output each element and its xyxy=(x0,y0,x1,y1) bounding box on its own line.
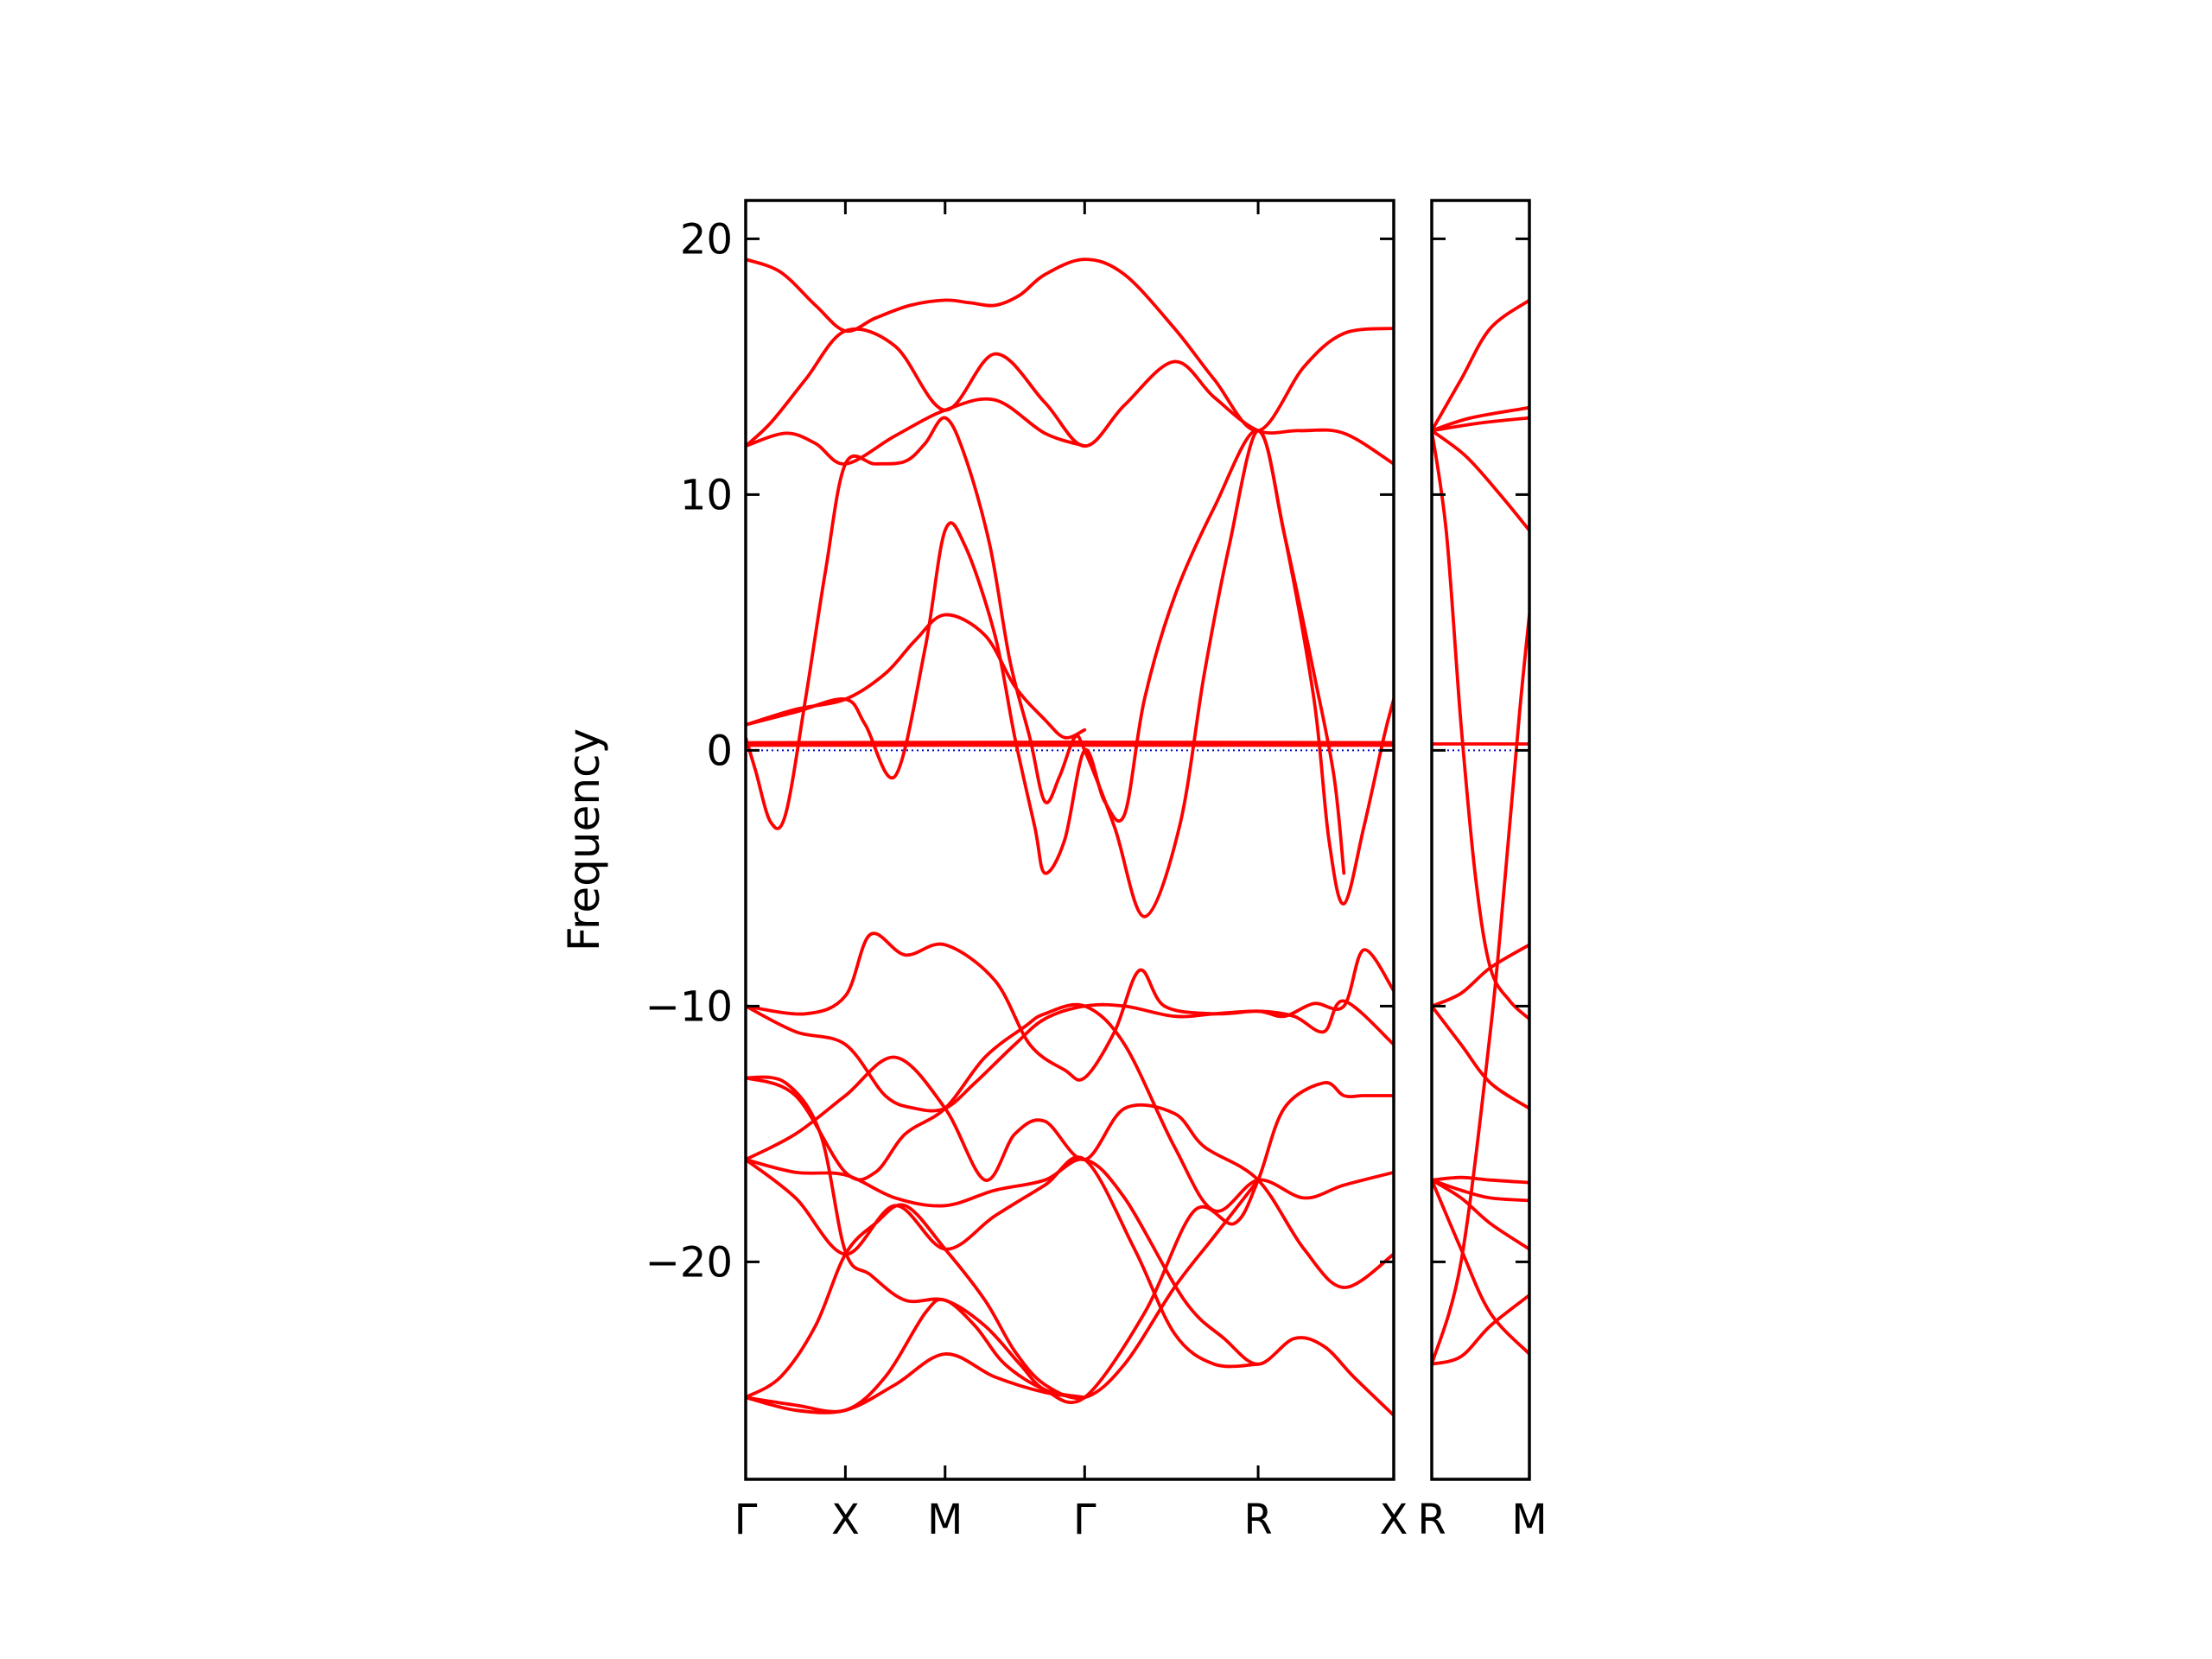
x-tick-label: M xyxy=(1511,1496,1547,1544)
x-tick-label: R xyxy=(1417,1496,1446,1544)
band-line-7 xyxy=(746,999,1394,1113)
y-axis-label: Frequency xyxy=(559,728,609,951)
band-line-26 xyxy=(1432,1175,1529,1185)
band-line-10 xyxy=(746,1055,1394,1289)
y-tick-label: 20 xyxy=(680,215,733,264)
band-line-8 xyxy=(746,1002,1394,1213)
band-line-2 xyxy=(746,397,1087,466)
band-line-21 xyxy=(1432,429,1529,532)
band-line-14 xyxy=(746,1352,1087,1414)
band-line-0 xyxy=(746,257,1394,433)
band-line-4 xyxy=(746,429,1346,875)
band-line-11 xyxy=(746,1157,1394,1417)
bands-right-panel xyxy=(1432,298,1529,1366)
band-line-23 xyxy=(1432,613,1529,1366)
panel-right-frame xyxy=(1430,199,1531,1481)
band-line-30 xyxy=(1432,1294,1529,1366)
x-tick-label: Γ xyxy=(1073,1496,1096,1544)
band-line-29 xyxy=(1432,1178,1529,1356)
x-tick-label: R xyxy=(1243,1496,1272,1544)
band-line-24 xyxy=(1432,943,1529,1008)
band-line-1 xyxy=(746,327,1394,466)
band-line-12 xyxy=(746,1155,1260,1369)
y-tick-label: 0 xyxy=(706,727,733,775)
x-tick-label: X xyxy=(1380,1496,1408,1544)
y-tick-label: −10 xyxy=(645,982,733,1031)
band-line-15 xyxy=(746,1298,1087,1414)
panel-main-frame xyxy=(744,199,1395,1481)
band-line-20 xyxy=(1432,416,1529,433)
band-line-6 xyxy=(746,931,1394,1082)
x-tick-label: X xyxy=(831,1496,860,1544)
x-tick-label: Γ xyxy=(734,1496,758,1544)
band-line-28 xyxy=(1432,1178,1529,1251)
band-line-25 xyxy=(1432,1004,1529,1110)
band-line-22 xyxy=(1432,429,1529,1021)
band-line-18 xyxy=(1432,298,1529,433)
band-line-16 xyxy=(746,740,1394,753)
bands-main-panel xyxy=(746,257,1394,1417)
x-tick-label: M xyxy=(927,1496,963,1544)
band-line-5 xyxy=(746,613,1087,740)
band-line-3 xyxy=(746,416,1394,918)
band-line-13 xyxy=(746,1178,1260,1401)
y-tick-label: 10 xyxy=(680,471,733,519)
band-line-19 xyxy=(1432,405,1529,433)
band-line-27 xyxy=(1432,1178,1529,1203)
y-tick-label: −20 xyxy=(645,1238,733,1287)
